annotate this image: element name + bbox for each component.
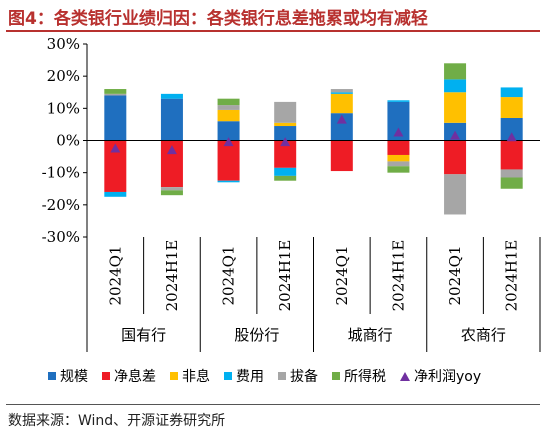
- net-profit-marker-6: [450, 130, 461, 140]
- legend-label-nim: 净息差: [114, 369, 156, 385]
- bar-segment-3-3: [274, 167, 297, 176]
- category-label: 2024Q1: [446, 245, 464, 305]
- bar-segment-0-0: [104, 95, 127, 141]
- legend-label-net-profit: 净利润yoy: [414, 369, 482, 385]
- bar-segment-0-5: [387, 101, 410, 141]
- bar-segment-3-2: [217, 180, 240, 183]
- bar-segment-4-7: [500, 169, 523, 178]
- legend-item-non-interest: 非息: [170, 366, 210, 386]
- legend-label-tax: 所得税: [344, 369, 386, 385]
- bar-segment-4-4: [330, 89, 353, 93]
- bar-segment-1-6: [444, 140, 467, 175]
- bar-segment-2-7: [500, 97, 523, 118]
- legend-item-net-profit: 净利润yoy: [400, 366, 481, 386]
- y-tick-label: 0%: [56, 132, 80, 150]
- bar-segment-3-7: [500, 87, 523, 98]
- net-profit-marker-1: [166, 145, 177, 155]
- legend-label-non-interest: 非息: [182, 369, 210, 385]
- bar-segment-1-2: [217, 140, 240, 181]
- bar-segment-2-5: [387, 154, 410, 162]
- bar-segment-5-5: [387, 166, 410, 173]
- bar-segment-5-6: [444, 63, 467, 80]
- chart-legend: 规模 净息差 非息 费用 拔备 所得税 净利润yoy: [48, 366, 481, 386]
- bar-segment-4-1: [160, 187, 183, 191]
- group-label: 城商行: [348, 326, 393, 344]
- source-note: 数据来源：Wind、开源证券研究所: [8, 413, 226, 429]
- bar-segment-5-3: [274, 175, 297, 181]
- category-label: 2024Q1: [106, 245, 124, 305]
- bar-segment-4-2: [217, 105, 240, 110]
- category-label: 2024H1E: [276, 240, 294, 312]
- group-label: 国有行: [121, 326, 166, 344]
- y-tick-label: 20%: [47, 67, 80, 85]
- legend-swatch-scale: [48, 372, 56, 380]
- net-profit-marker-2: [223, 137, 234, 147]
- category-label: 2024H1E: [503, 240, 521, 312]
- net-profit-marker-5: [393, 127, 404, 137]
- group-label: 农商行: [461, 326, 506, 344]
- bar-segment-5-1: [160, 190, 183, 196]
- category-label: 2024H1E: [163, 240, 181, 312]
- legend-item-expense: 费用: [224, 366, 264, 386]
- bar-segment-3-5: [387, 100, 410, 102]
- net-profit-marker-0: [110, 143, 121, 153]
- bar-segment-1-1: [160, 140, 183, 188]
- bar-segment-1-4: [330, 140, 353, 172]
- legend-label-expense: 费用: [236, 369, 264, 385]
- category-label: 2024Q1: [333, 245, 351, 305]
- title-divider: [6, 30, 540, 32]
- category-label: 2024H1E: [389, 240, 407, 312]
- bar-segment-2-2: [217, 109, 240, 122]
- legend-label-scale: 规模: [60, 369, 88, 385]
- bar-segment-4-6: [444, 174, 467, 215]
- legend-label-provision: 拔备: [290, 369, 318, 385]
- chart-title: 图4：各类银行业绩归因：各类银行息差拖累或均有减轻: [8, 9, 428, 29]
- category-label: 2024Q1: [220, 245, 238, 305]
- group-label: 股份行: [234, 326, 279, 344]
- bar-segment-3-1: [160, 93, 183, 99]
- bar-segment-3-4: [330, 92, 353, 94]
- y-tick-label: -20%: [42, 196, 80, 214]
- legend-marker-net-profit: [400, 371, 410, 381]
- legend-swatch-nim: [102, 372, 110, 380]
- y-tick-label: -10%: [42, 164, 80, 182]
- bar-segment-3-6: [444, 79, 467, 93]
- legend-item-scale: 规模: [48, 366, 88, 386]
- bar-segment-5-2: [217, 98, 240, 106]
- bar-segment-5-7: [500, 177, 523, 189]
- bar-segment-4-5: [387, 161, 410, 167]
- bar-segment-1-5: [387, 140, 410, 155]
- net-profit-marker-4: [336, 114, 347, 124]
- legend-swatch-expense: [224, 372, 232, 380]
- legend-item-provision: 拔备: [278, 366, 318, 386]
- bar-segment-2-3: [274, 122, 297, 127]
- bar-segment-4-3: [274, 101, 297, 123]
- legend-swatch-tax: [332, 372, 340, 380]
- bar-segment-4-0: [104, 93, 127, 96]
- y-tick-label: 10%: [47, 99, 80, 117]
- bar-segment-1-3: [274, 140, 297, 168]
- bar-segment-1-0: [104, 140, 127, 192]
- legend-swatch-provision: [278, 372, 286, 380]
- legend-item-tax: 所得税: [332, 366, 386, 386]
- bar-segment-0-4: [330, 113, 353, 141]
- legend-item-nim: 净息差: [102, 366, 156, 386]
- bar-segment-0-1: [160, 98, 183, 141]
- y-tick-label: -30%: [42, 228, 80, 246]
- bar-segment-0-2: [217, 121, 240, 141]
- stacked-bar-chart: 30% 20% 10% 0% -10% -20% -30% 2024Q1 2024H1E 2024…: [42, 35, 541, 352]
- bar-segment-5-0: [104, 89, 127, 94]
- bar-segment-0-3: [274, 126, 297, 141]
- bar-segment-0-7: [500, 117, 523, 141]
- bar-segment-1-7: [500, 140, 523, 170]
- net-profit-marker-3: [280, 137, 291, 147]
- bar-segment-2-6: [444, 92, 467, 123]
- legend-swatch-non-interest: [170, 372, 178, 380]
- net-profit-marker-7: [506, 132, 517, 142]
- source-divider: [6, 404, 540, 405]
- bar-segment-3-0: [104, 191, 127, 197]
- y-tick-label: 30%: [47, 35, 80, 53]
- bar-segment-2-4: [330, 93, 353, 114]
